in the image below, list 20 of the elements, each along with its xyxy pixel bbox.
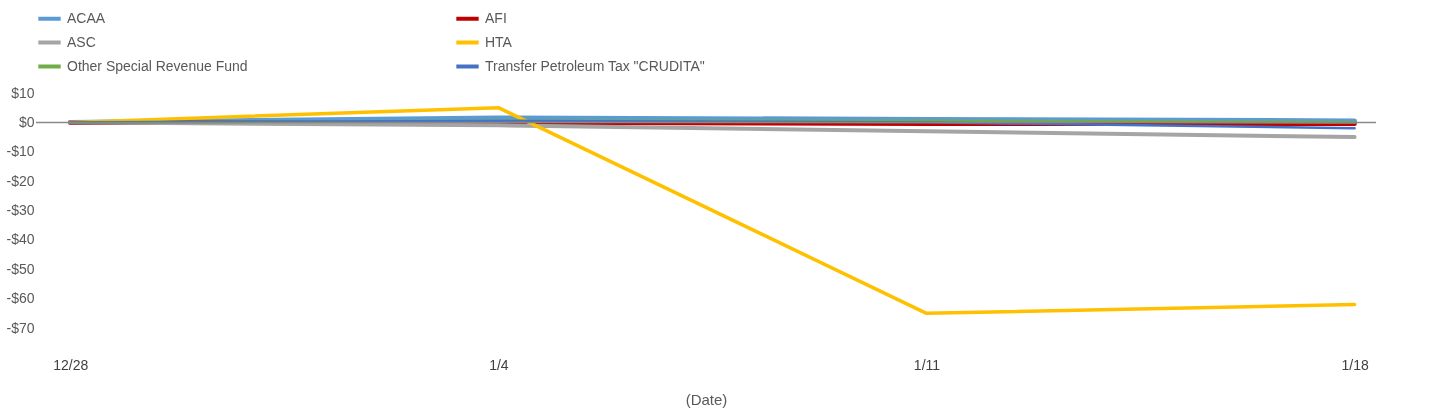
y-tick-label: -$10 <box>6 143 35 160</box>
y-tick-label: -$50 <box>6 260 35 277</box>
x-tick-label: 1/11 <box>913 356 941 373</box>
y-tick-label: $10 <box>11 84 35 101</box>
legend-label: ACAA <box>67 9 106 26</box>
legend-label: Other Special Revenue Fund <box>67 57 248 74</box>
x-tick-label: 1/18 <box>1341 356 1369 373</box>
x-tick-label: 12/28 <box>53 356 89 373</box>
y-tick-label: -$30 <box>6 202 35 218</box>
x-axis-title: (Date) <box>685 390 728 408</box>
legend-label: ASC <box>67 33 96 50</box>
y-tick-label: -$70 <box>6 319 35 336</box>
x-tick-label: 1/4 <box>489 356 509 373</box>
y-tick-label: -$20 <box>6 172 35 189</box>
y-tick-label: -$40 <box>6 231 35 248</box>
legend-label: Transfer Petroleum Tax "CRUDITA" <box>485 57 705 74</box>
y-tick-label: $0 <box>18 113 35 130</box>
legend-label: AFI <box>485 9 507 26</box>
y-tick-label: -$60 <box>6 290 35 307</box>
legend-label: HTA <box>485 33 513 50</box>
